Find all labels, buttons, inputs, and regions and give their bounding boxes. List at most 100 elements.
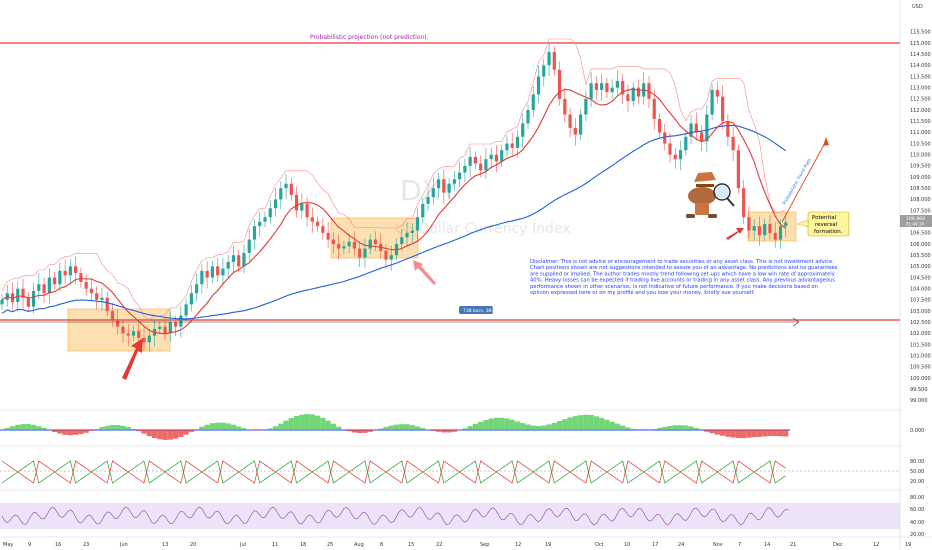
candle-body (484, 159, 488, 171)
time-axis-label: Aug (354, 542, 364, 548)
oscillator-bar (167, 430, 173, 440)
oscillator-bar (772, 430, 778, 436)
candle-body (710, 89, 714, 115)
oscillator-bar (725, 430, 731, 437)
candle-body (463, 165, 467, 173)
time-axis-label: 19 (905, 542, 911, 548)
buy-arrow-1 (122, 338, 143, 380)
oscillator-bar (346, 430, 352, 432)
oscillator-bar (104, 425, 110, 430)
candle-body (400, 237, 404, 245)
oscillator-bar (209, 423, 215, 430)
oscillator-bar (746, 430, 752, 438)
candle-body (37, 284, 41, 291)
oscillator-bar (99, 427, 105, 430)
oscillator-bar (609, 421, 615, 430)
candle-body (221, 268, 225, 276)
price-tick-label: 108.000 (910, 197, 931, 203)
price-tick-label: 115.000 (910, 41, 931, 47)
candle-body (226, 261, 230, 269)
candle-body (510, 143, 514, 148)
time-axis-label: 18 (300, 542, 306, 548)
oscillator-bar (141, 430, 147, 434)
rsi-band (0, 503, 900, 529)
candle-body (768, 223, 772, 233)
oscillator-bar (777, 430, 784, 437)
candle-body (273, 199, 278, 209)
oscillator-bar (88, 430, 95, 431)
oscillator-bar (751, 430, 757, 438)
time-axis-label: Jun (119, 542, 128, 548)
candle-body (784, 222, 788, 227)
time-axis-label: 17 (652, 542, 658, 548)
time-axis-label: 11 (272, 542, 278, 548)
candle-body (0, 299, 4, 305)
oscillator-bar (435, 430, 442, 432)
candle-body (684, 136, 688, 151)
oscillator-bar (625, 427, 631, 430)
stoch-k-line (1, 460, 786, 484)
candle-body (389, 255, 393, 260)
candle-body (126, 333, 130, 336)
price-tick-label: 101.000 (910, 354, 931, 360)
candle-body (721, 96, 725, 122)
fast-ma-line (1, 88, 787, 335)
oscillator-bar (15, 424, 21, 430)
oscillator-bar (188, 430, 194, 432)
candle-body (547, 51, 551, 66)
level-extension-arrowhead (792, 317, 800, 327)
candle-body (252, 226, 257, 240)
candle-body (589, 83, 593, 99)
oscillator-bar (720, 430, 726, 436)
trend-path-label: Probabilistic Trend Path (782, 158, 813, 206)
oscillator-bar (62, 430, 68, 435)
candle-body (773, 232, 777, 240)
candle-body (531, 94, 535, 111)
oscillator-bar (756, 430, 763, 437)
oscillator-bar (362, 430, 368, 433)
candle-body (137, 331, 141, 338)
oscillator-bar (393, 424, 400, 430)
candle-body (316, 221, 320, 227)
current-price-countdown: 01:44:14 (906, 222, 924, 227)
candle-body (757, 226, 762, 236)
price-tick-label: 107.500 (910, 208, 931, 214)
oscillator-bar (414, 426, 421, 430)
candle-body (63, 270, 67, 276)
stoch-tick-label: 80.00 (910, 459, 924, 465)
oscillator-bar (204, 424, 210, 430)
candle-body (452, 179, 456, 184)
detective-illustration (686, 172, 735, 218)
oscillator-bar (325, 420, 331, 430)
oscillator-bar (683, 425, 689, 430)
oscillator-bar (409, 425, 415, 430)
price-tick-label: 99.500 (910, 387, 928, 393)
candle-body (521, 123, 525, 137)
candle-body (268, 208, 272, 218)
candle-body (205, 270, 209, 278)
candle-body (210, 266, 214, 278)
oscillator-bar (9, 426, 16, 430)
consolidation-zone-2 (330, 217, 419, 259)
oscillator-bar (672, 425, 678, 430)
candle-body (726, 121, 730, 137)
candle-body (500, 150, 504, 162)
candle-body (668, 143, 672, 155)
oscillator-bar (572, 416, 578, 430)
oscillator-bar (520, 423, 526, 430)
candle-body (21, 288, 25, 298)
oscillator-bar (399, 424, 405, 430)
candle-body (468, 156, 472, 166)
oscillator-bar (151, 430, 158, 439)
oscillator-bar (136, 430, 142, 432)
oscillator-bar (378, 428, 384, 430)
candle-body (74, 266, 78, 274)
candle-body (47, 277, 51, 294)
price-tick-label: 103.500 (910, 298, 931, 304)
candle-body (652, 98, 656, 119)
rsi-line (1, 506, 789, 526)
price-tick-label: 104.500 (910, 275, 931, 281)
time-axis-label: 10 (624, 542, 630, 548)
candle-body (84, 282, 88, 289)
oscillator-bar (120, 425, 126, 430)
